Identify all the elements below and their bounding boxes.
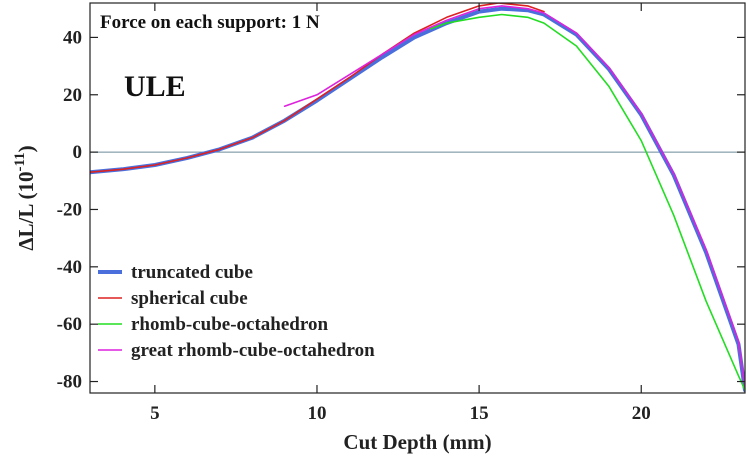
- x-axis-title: Cut Depth (mm): [343, 430, 491, 454]
- x-tick-label: 15: [470, 403, 489, 424]
- legend-label-great-rhomb-cube-octahedron: great rhomb-cube-octahedron: [131, 340, 375, 361]
- axes: 5 10 15 20 -80 -60 -40 -20 0 20 40: [57, 2, 746, 424]
- y-axis-title-exponent: -11: [12, 152, 28, 171]
- plot-area: [90, 3, 745, 393]
- y-tick-label: 40: [63, 27, 82, 48]
- series-line-great-rhomb-cube-octahedron: [283, 5, 745, 389]
- legend-label-truncated-cube: truncated cube: [131, 262, 253, 283]
- y-tick-label: -60: [57, 314, 82, 335]
- legend-label-rhomb-cube-octahedron: rhomb-cube-octahedron: [131, 314, 328, 335]
- y-tick-label: -20: [57, 199, 82, 220]
- x-tick-label: 20: [632, 403, 651, 424]
- material-label: ULE: [124, 70, 186, 103]
- y-tick-label: -80: [57, 372, 82, 393]
- x-tick-label: 10: [307, 403, 326, 424]
- series-line-spherical-cube: [90, 3, 545, 173]
- legend-label-spherical-cube: spherical cube: [131, 288, 248, 309]
- legend: truncated cube spherical cube rhomb-cube-o…: [98, 262, 375, 361]
- y-axis-title-main: ΔL/L (10: [14, 172, 38, 251]
- y-tick-label: -40: [57, 257, 82, 278]
- x-tick-label: 5: [150, 403, 160, 424]
- force-annotation: Force on each support: 1 N: [100, 12, 320, 33]
- series-line-rhomb-cube-octahedron: [429, 13, 745, 391]
- y-tick-label: 20: [63, 85, 82, 106]
- y-axis-title: ΔL/L (10-11): [12, 145, 38, 250]
- y-axis-title-tail: ): [14, 145, 38, 152]
- plot-frame: [89, 2, 746, 394]
- y-tick-label: 0: [73, 142, 83, 163]
